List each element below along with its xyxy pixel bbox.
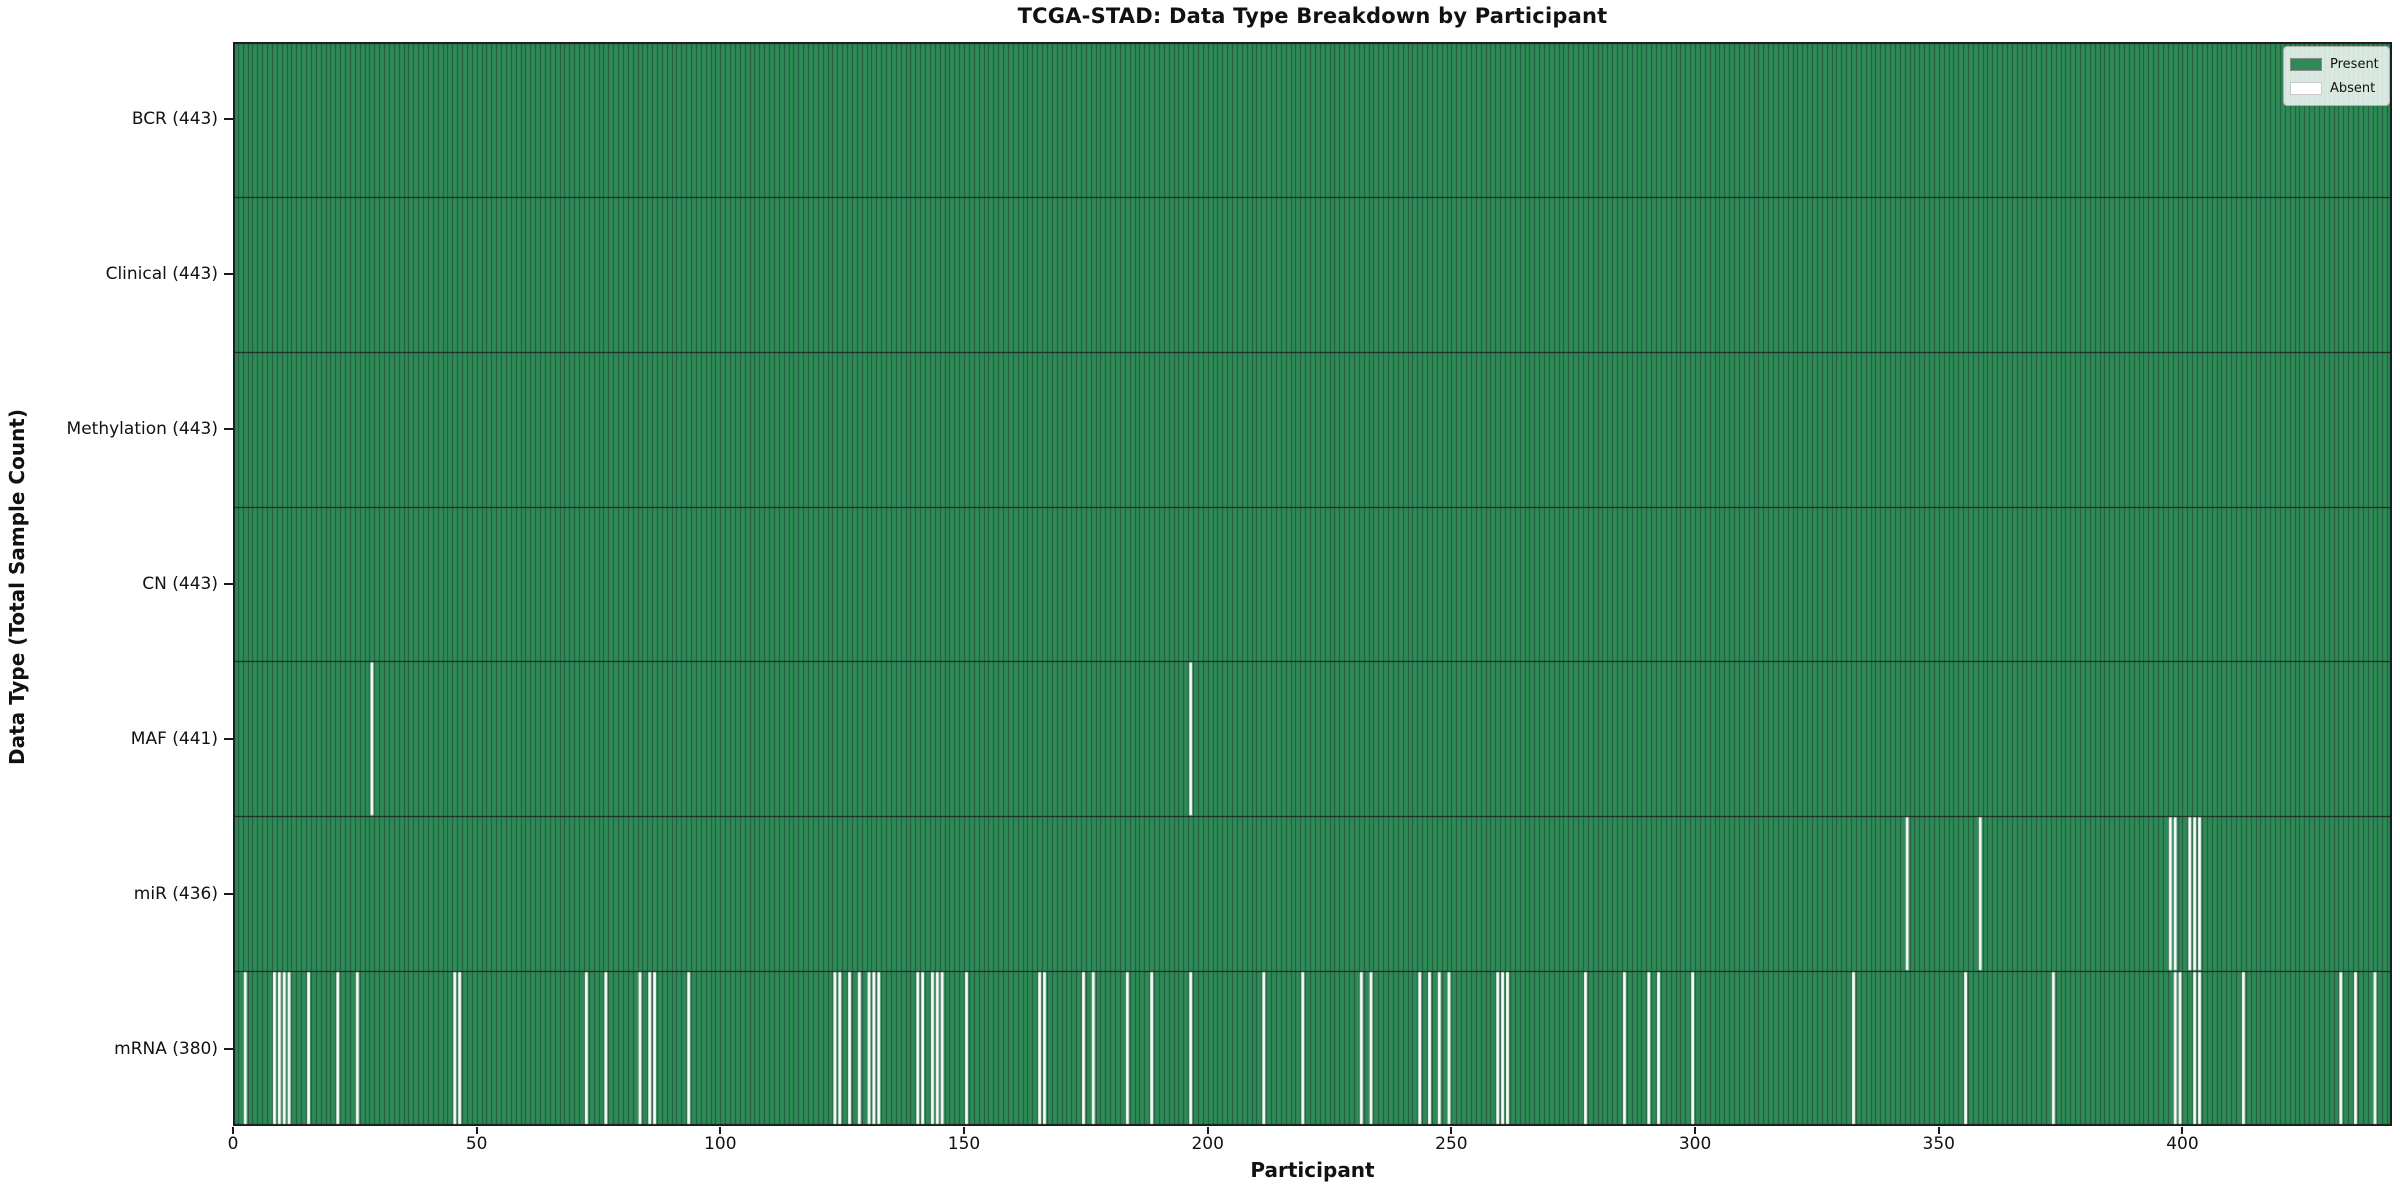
- y-tick-label: Clinical (443): [105, 264, 218, 285]
- y-tick-mark: [224, 118, 233, 121]
- x-tick-mark: [2181, 1127, 2184, 1134]
- present-swatch-icon: [2290, 57, 2322, 71]
- absent-swatch-icon: [2290, 81, 2322, 95]
- y-tick-label: miR (436): [133, 883, 218, 904]
- legend-item-absent: Absent: [2290, 76, 2381, 100]
- y-tick-mark: [224, 428, 233, 431]
- x-tick-mark: [232, 1127, 234, 1134]
- x-tick-mark: [963, 1127, 966, 1134]
- x-tick-label: 400: [2166, 1134, 2199, 1154]
- y-tick-label: CN (443): [142, 574, 218, 594]
- x-tick-label: 100: [704, 1134, 737, 1154]
- x-tick-label: 150: [947, 1134, 981, 1154]
- x-tick-mark: [1694, 1127, 1697, 1134]
- x-tick-label: 50: [465, 1134, 488, 1154]
- heatmap-canvas: [233, 42, 2392, 1126]
- x-tick-label: 200: [1191, 1134, 1224, 1154]
- x-tick-mark: [475, 1127, 478, 1134]
- legend-label-absent: Absent: [2330, 80, 2376, 96]
- y-tick-label: mRNA (380): [114, 1038, 218, 1059]
- x-tick-mark: [719, 1127, 722, 1134]
- y-tick-label: MAF (441): [130, 728, 218, 749]
- x-tick-label: 300: [1678, 1134, 1712, 1154]
- x-tick-mark: [1937, 1127, 1940, 1134]
- y-tick-mark: [224, 737, 233, 740]
- chart-title: TCGA-STAD: Data Type Breakdown by Partic…: [1017, 4, 1608, 28]
- y-tick-mark: [224, 892, 233, 895]
- x-tick-mark: [1450, 1127, 1453, 1134]
- legend-item-present: Present: [2290, 52, 2381, 76]
- y-tick-mark: [224, 1047, 233, 1050]
- y-tick-mark: [224, 583, 233, 585]
- legend: Present Absent: [2283, 46, 2390, 106]
- y-tick-label: BCR (443): [131, 109, 218, 130]
- x-tick-label: 0: [227, 1134, 239, 1154]
- y-tick-label: Methylation (443): [66, 419, 218, 440]
- y-tick-mark: [224, 273, 233, 276]
- legend-label-present: Present: [2330, 56, 2379, 72]
- x-tick-label: 350: [1922, 1134, 1955, 1154]
- x-tick-label: 250: [1435, 1134, 1468, 1154]
- x-tick-mark: [1206, 1127, 1209, 1134]
- x-axis-label: Participant: [1250, 1158, 1375, 1182]
